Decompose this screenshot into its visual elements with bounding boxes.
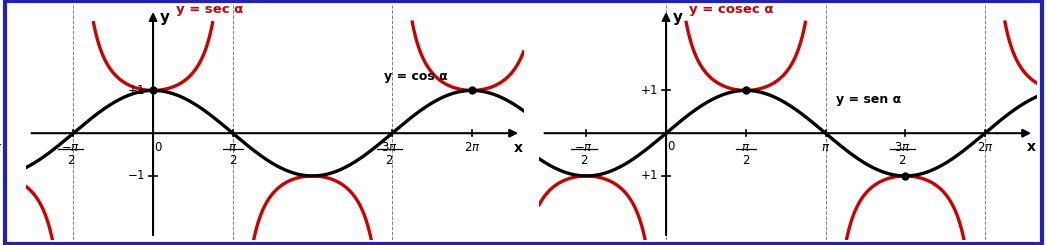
Text: $0$: $0$: [667, 140, 675, 153]
Text: $-\pi$: $-\pi$: [0, 141, 3, 154]
Text: $-1$: $-1$: [128, 170, 146, 183]
Text: $2$: $2$: [580, 154, 588, 167]
Text: $+1$: $+1$: [128, 84, 146, 97]
Text: $+1$: $+1$: [641, 170, 659, 183]
Text: y = cos α: y = cos α: [384, 70, 448, 83]
Text: $-\pi$: $-\pi$: [62, 141, 81, 154]
Text: $\pi$: $\pi$: [228, 141, 238, 154]
Text: $2$: $2$: [67, 154, 75, 167]
Text: $+1$: $+1$: [641, 84, 659, 97]
Text: $-\pi$: $-\pi$: [575, 141, 594, 154]
Text: $2\pi$: $2\pi$: [464, 141, 481, 154]
Text: $3\pi$: $3\pi$: [381, 141, 398, 154]
Text: y: y: [159, 10, 170, 25]
Text: $\pi$: $\pi$: [821, 141, 830, 154]
Text: x: x: [1027, 140, 1035, 154]
Text: x: x: [514, 141, 522, 155]
Text: $2$: $2$: [385, 154, 394, 167]
Text: y = sen α: y = sen α: [836, 93, 900, 106]
Text: $2$: $2$: [898, 154, 907, 167]
Text: $2$: $2$: [228, 154, 237, 167]
Text: y = cosec α: y = cosec α: [689, 3, 774, 16]
Text: y: y: [672, 10, 683, 25]
Text: $\pi$: $\pi$: [741, 141, 751, 154]
Text: $0$: $0$: [154, 141, 162, 154]
Text: $3\pi$: $3\pi$: [894, 141, 911, 154]
Text: $2\pi$: $2\pi$: [977, 141, 994, 154]
Text: y = sec α: y = sec α: [176, 3, 243, 16]
Text: $2$: $2$: [741, 154, 750, 167]
